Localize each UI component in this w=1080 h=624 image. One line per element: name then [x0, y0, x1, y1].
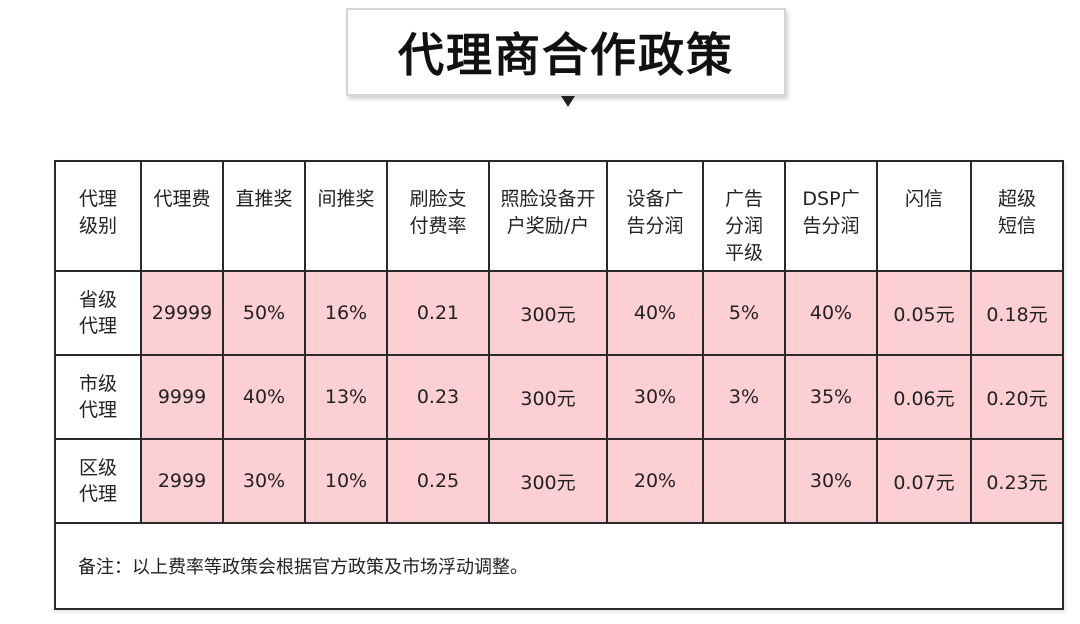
header-device-reward: 照脸设备开 户奖励/户 — [488, 160, 608, 272]
table-row: 省级 代理 29999 50% 16% 0.21 300元 40% 5% 40%… — [54, 270, 1064, 356]
table-cell: 30% — [784, 438, 878, 524]
table-cell: 10% — [304, 438, 388, 524]
table-cell: 9999 — [140, 354, 224, 440]
table-cell — [702, 438, 786, 524]
table-cell: 300元 — [488, 270, 608, 356]
header-row: 代理 级别 代理费 直推奖 间推奖 刷脸支 付费率 照脸设备开 户奖励/户 设备… — [54, 160, 1064, 272]
table-cell: 0.23 — [386, 354, 490, 440]
note-text: 备注：以上费率等政策会根据官方政策及市场浮动调整。 — [54, 522, 1064, 610]
note-row: 备注：以上费率等政策会根据官方政策及市场浮动调整。 — [54, 522, 1064, 610]
table-cell: 40% — [784, 270, 878, 356]
header-flash-sms: 闪信 — [876, 160, 972, 272]
page-title: 代理商合作政策 — [398, 28, 734, 82]
header-agent-fee: 代理费 — [140, 160, 224, 272]
header-super-sms: 超级 短信 — [970, 160, 1064, 272]
table-cell: 30% — [222, 438, 306, 524]
table-cell: 3% — [702, 354, 786, 440]
table-row: 市级 代理 9999 40% 13% 0.23 300元 30% 3% 35% … — [54, 354, 1064, 440]
header-indirect-bonus: 间推奖 — [304, 160, 388, 272]
table-cell: 0.18元 — [970, 270, 1064, 356]
table-cell: 40% — [606, 270, 704, 356]
table-cell: 20% — [606, 438, 704, 524]
table-cell: 35% — [784, 354, 878, 440]
header-direct-bonus: 直推奖 — [222, 160, 306, 272]
table-cell: 0.06元 — [876, 354, 972, 440]
header-device-ad-share: 设备广 告分润 — [606, 160, 704, 272]
table-cell: 0.20元 — [970, 354, 1064, 440]
table-cell: 0.21 — [386, 270, 490, 356]
table-row: 区级 代理 2999 30% 10% 0.25 300元 20% 30% 0.0… — [54, 438, 1064, 524]
table-cell: 0.23元 — [970, 438, 1064, 524]
title-box: 代理商合作政策 — [346, 8, 786, 96]
table-cell: 29999 — [140, 270, 224, 356]
table-cell: 50% — [222, 270, 306, 356]
policy-table: 代理 级别 代理费 直推奖 间推奖 刷脸支 付费率 照脸设备开 户奖励/户 设备… — [54, 160, 1064, 610]
table-cell: 300元 — [488, 438, 608, 524]
table-cell: 0.05元 — [876, 270, 972, 356]
table-cell: 30% — [606, 354, 704, 440]
header-face-pay-rate: 刷脸支 付费率 — [386, 160, 490, 272]
row-level: 区级 代理 — [54, 438, 142, 524]
arrow-down-icon — [561, 96, 575, 107]
row-level: 省级 代理 — [54, 270, 142, 356]
table-cell: 300元 — [488, 354, 608, 440]
table-cell: 0.25 — [386, 438, 490, 524]
header-level: 代理 级别 — [54, 160, 142, 272]
table-cell: 5% — [702, 270, 786, 356]
table-cell: 40% — [222, 354, 306, 440]
table-cell: 16% — [304, 270, 388, 356]
table-cell: 13% — [304, 354, 388, 440]
header-dsp-ad-share: DSP广 告分润 — [784, 160, 878, 272]
row-level: 市级 代理 — [54, 354, 142, 440]
header-ad-share-peer: 广告 分润 平级 — [702, 160, 786, 272]
table-cell: 0.07元 — [876, 438, 972, 524]
table-cell: 2999 — [140, 438, 224, 524]
